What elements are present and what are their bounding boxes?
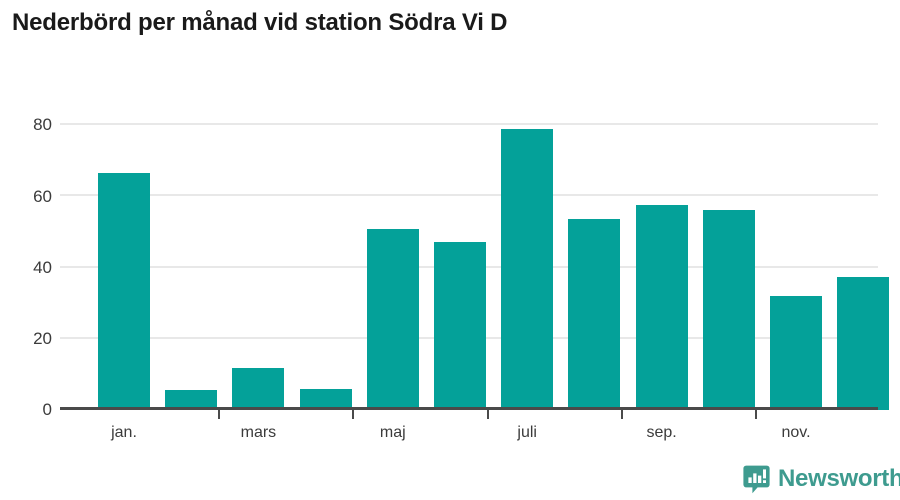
brand-name: Newsworthy [778, 465, 900, 492]
bar-juni[interactable] [434, 241, 486, 410]
x-tick-label-maj: maj [379, 424, 406, 441]
y-tick-label-80: 80 [33, 115, 52, 134]
x-tick-mark [486, 410, 489, 419]
x-tick-label-jan: jan. [111, 424, 137, 441]
gridline-60 [60, 194, 878, 196]
x-tick-mark [352, 410, 355, 419]
bar-dec[interactable] [837, 277, 890, 410]
bar-juli[interactable] [501, 129, 554, 410]
bar-chart-exclamation-badge-icon [743, 465, 770, 494]
x-tick-label-nov: nov. [781, 424, 811, 441]
bar-okt[interactable] [702, 209, 755, 410]
bar-mars[interactable] [232, 368, 285, 410]
x-tick-mark [755, 410, 758, 419]
x-tick-label-mars: mars [240, 424, 277, 441]
x-axis-line [60, 407, 878, 410]
x-tick-label-sep: sep. [646, 424, 677, 441]
y-tick-label-40: 40 [33, 258, 52, 277]
bar-feb[interactable] [165, 389, 218, 410]
x-tick-mark [217, 410, 220, 419]
bar-sep[interactable] [635, 204, 688, 410]
bar-aug[interactable] [568, 219, 621, 410]
bar-jan[interactable] [98, 173, 150, 410]
newsworthy-logo[interactable]: Newsworthy [743, 464, 900, 494]
y-tick-label-20: 20 [33, 329, 52, 348]
gridline-80 [60, 123, 878, 125]
chart-title: Nederbörd per månad vid station Södra Vi… [12, 9, 508, 36]
y-tick-label-0: 0 [42, 400, 52, 419]
x-tick-label-juli: juli [517, 424, 537, 441]
bar-nov[interactable] [770, 296, 822, 410]
bar-apr[interactable] [299, 388, 352, 410]
y-tick-label-60: 60 [33, 187, 52, 206]
x-tick-mark [621, 410, 623, 419]
y-axis: 80 60 40 20 0 [0, 0, 52, 500]
bar-maj[interactable] [366, 229, 419, 410]
plot-area [60, 110, 890, 410]
